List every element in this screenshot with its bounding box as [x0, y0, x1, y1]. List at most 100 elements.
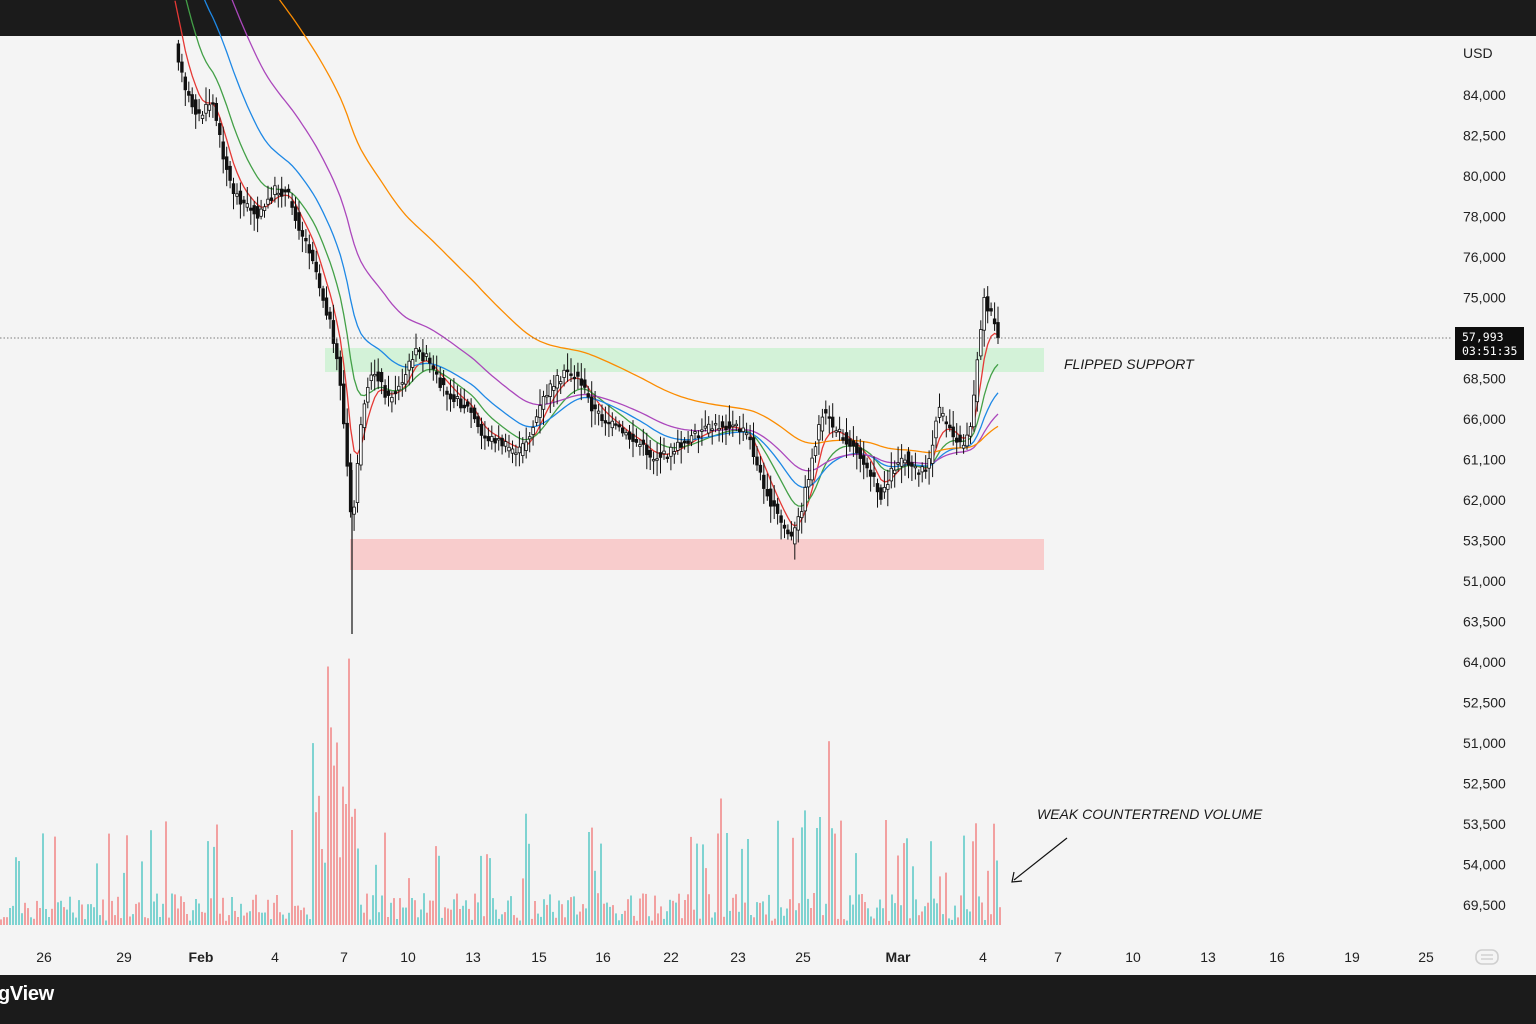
volume-bar	[198, 903, 200, 925]
volume-bar	[300, 910, 302, 925]
volume-bar	[372, 895, 374, 925]
y-tick-label: 62,000	[1463, 492, 1506, 508]
volume-bar	[768, 894, 770, 925]
candle-body	[930, 444, 935, 464]
volume-bar	[183, 902, 185, 925]
candle-body	[476, 416, 480, 428]
volume-bar	[138, 902, 140, 925]
volume-bar	[624, 910, 626, 925]
candle-body	[180, 61, 184, 73]
volume-bar	[963, 835, 965, 925]
x-tick-label: 7	[1054, 949, 1062, 965]
y-axis: 84,00082,50080,00078,00076,00075,00070,0…	[1463, 87, 1506, 913]
candle-body	[596, 410, 601, 414]
volume-bar	[930, 841, 932, 925]
candle-body	[841, 437, 845, 441]
volume-bar	[186, 914, 188, 925]
volume-bar	[672, 900, 674, 925]
candle-body	[872, 472, 876, 477]
candle-body	[548, 383, 552, 397]
volume-bar	[363, 912, 365, 925]
candle-body	[379, 371, 384, 383]
volume-bar	[861, 894, 863, 925]
volume-bar	[414, 900, 416, 925]
candle-body	[452, 394, 456, 403]
candle-body	[617, 424, 621, 428]
volume-bar	[735, 894, 737, 925]
candle-body	[972, 394, 976, 428]
volume-bar	[528, 843, 530, 925]
volume-bar	[405, 907, 407, 925]
volume-bar	[843, 919, 845, 925]
candle-body	[352, 506, 356, 515]
volume-bar	[312, 743, 314, 925]
volume-bar	[390, 902, 392, 925]
candle-body	[531, 426, 535, 435]
candle-body	[731, 424, 735, 428]
volume-bar	[24, 902, 26, 925]
candle-body	[717, 427, 721, 431]
volume-bar	[699, 918, 701, 925]
volume-bar	[201, 911, 203, 925]
candle-body	[679, 442, 683, 448]
volume-bar	[9, 908, 11, 925]
candle-body	[448, 393, 453, 400]
volume-bar	[579, 911, 581, 925]
volume-bar	[258, 912, 260, 925]
volume-bar	[867, 908, 869, 925]
volume-bar	[669, 899, 671, 925]
volume-bar	[459, 909, 461, 925]
volume-bar	[573, 896, 575, 925]
volume-bar	[525, 813, 527, 925]
x-tick-label: 25	[1418, 949, 1434, 965]
volume-bar	[555, 917, 557, 925]
candle-body	[762, 474, 766, 489]
volume-bar	[990, 914, 992, 925]
candle-body	[614, 423, 618, 426]
x-tick-label: 19	[1344, 949, 1360, 965]
volume-bar	[150, 830, 152, 925]
candle-body	[335, 343, 339, 360]
candle-body	[851, 440, 856, 447]
volume-bar	[99, 915, 101, 925]
volume-bar	[690, 836, 692, 925]
y-tick-label: 75,000	[1463, 290, 1506, 306]
x-tick-label: 16	[595, 949, 611, 965]
x-tick-label: 15	[531, 949, 547, 965]
volume-bar	[213, 846, 215, 925]
volume-bar	[264, 912, 266, 925]
candle-body	[924, 469, 928, 472]
volume-bar	[522, 878, 524, 925]
volume-bar	[891, 894, 893, 925]
volume-bar	[534, 901, 536, 925]
volume-bar	[189, 920, 191, 925]
volume-bar	[39, 908, 41, 925]
volume-bar	[663, 918, 665, 925]
candle-body	[290, 201, 294, 208]
x-tick-label: 29	[116, 949, 132, 965]
volume-bar	[678, 893, 680, 925]
candle-body	[221, 141, 225, 160]
candle-body	[317, 273, 322, 289]
settings-icon[interactable]	[1475, 949, 1499, 965]
candle-body	[510, 448, 515, 454]
candle-body	[273, 185, 277, 195]
volume-bar	[399, 898, 401, 925]
candle-body	[517, 446, 522, 454]
volume-bar	[276, 895, 278, 925]
y-tick-label: 61,100	[1463, 452, 1506, 468]
volume-bar	[126, 835, 128, 925]
candle-body	[314, 261, 318, 273]
volume-bar	[297, 905, 299, 925]
candle-body	[917, 472, 921, 475]
x-tick-label: 13	[465, 949, 481, 965]
candle-body	[941, 412, 945, 417]
candle-body	[817, 424, 821, 441]
volume-bar	[798, 903, 800, 925]
candle-body	[483, 435, 487, 439]
volume-bar	[792, 837, 794, 925]
volume-bar	[825, 903, 827, 925]
volume-bar	[978, 896, 980, 925]
y-tick-label: 78,000	[1463, 209, 1506, 225]
